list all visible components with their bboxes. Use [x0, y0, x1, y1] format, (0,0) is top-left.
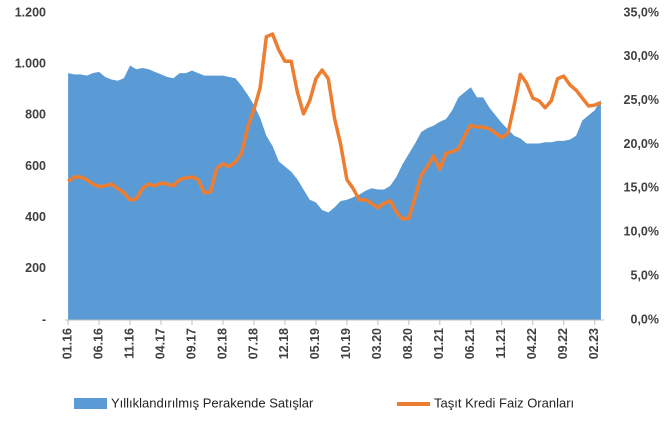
x-tick-label: 01.21	[432, 328, 446, 359]
y2-tick-label: 30,0%	[624, 49, 659, 63]
x-tick-label: 07.18	[246, 328, 260, 359]
x-tick-label: 11.16	[122, 328, 136, 359]
x-tick-label: 02.23	[587, 328, 601, 359]
legend-label: Yıllıklandırılmış Perakende Satışlar	[111, 395, 314, 410]
x-tick-label: 12.18	[277, 328, 291, 359]
y2-tick-label: 20,0%	[624, 137, 659, 151]
x-tick-label: 01.16	[60, 328, 74, 359]
x-tick-label: 10.19	[339, 328, 353, 359]
area	[68, 65, 601, 320]
y2-tick-label: 35,0%	[624, 5, 659, 19]
y-tick-label: 800	[25, 108, 46, 122]
x-tick-label: 06.21	[463, 328, 477, 359]
x-tick-label: 04.22	[525, 328, 539, 359]
x-tick-label: 03.20	[370, 328, 384, 359]
y-tick-label: 1.200	[15, 5, 46, 19]
line	[67, 32, 602, 221]
x-tick-label: 11.21	[494, 328, 508, 359]
x-tick-label: 05.19	[308, 328, 322, 359]
legend-swatch	[74, 398, 107, 409]
y2-tick-label: 0,0%	[631, 312, 660, 326]
x-tick-label: 02.18	[215, 328, 229, 359]
x-tick-label: 09.17	[184, 328, 198, 359]
y-tick-label: 200	[25, 261, 46, 275]
y2-tick-label: 5,0%	[631, 268, 660, 282]
y-tick-label: 1.000	[15, 56, 46, 70]
legend-label: Taşıt Kredi Faiz Oranları	[434, 395, 574, 410]
y2-tick-label: 10,0%	[624, 225, 659, 239]
x-tick-label: 08.20	[401, 328, 415, 359]
y2-tick-label: 25,0%	[624, 93, 659, 107]
y-tick-label: -	[42, 312, 46, 326]
x-tick-label: 06.16	[91, 328, 105, 359]
x-tick-label: 09.22	[556, 328, 570, 359]
y-tick-label: 600	[25, 159, 46, 173]
y2-tick-label: 15,0%	[624, 181, 659, 195]
x-tick-label: 04.17	[153, 328, 167, 359]
y-tick-label: 400	[25, 210, 46, 224]
